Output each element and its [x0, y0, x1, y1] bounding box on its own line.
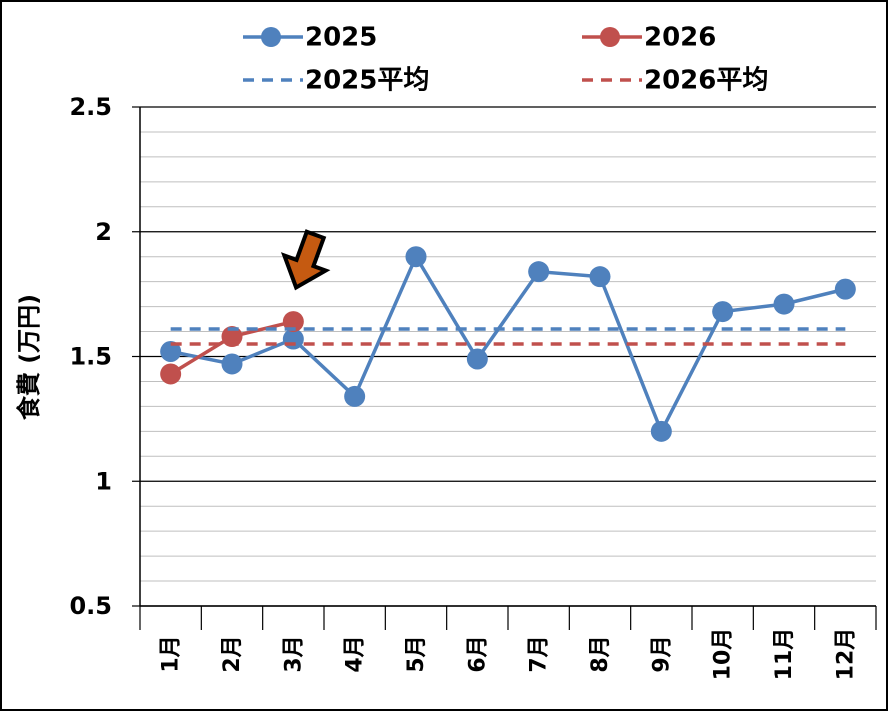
y-tick-label: 1.5: [69, 343, 112, 371]
x-tick-label: 12月: [833, 628, 858, 681]
data-point: [160, 363, 182, 385]
x-tick-label: 7月: [527, 635, 552, 672]
data-point: [221, 326, 243, 348]
x-tick-label: 11月: [772, 628, 797, 681]
x-tick-label: 2月: [220, 635, 245, 672]
y-axis-label: 食費 (万円): [15, 294, 43, 420]
data-point: [528, 261, 550, 283]
x-tick-label: 5月: [404, 635, 429, 672]
data-point: [466, 348, 488, 370]
y-tick-label: 0.5: [69, 592, 112, 620]
data-point: [834, 278, 856, 300]
x-tick-label: 9月: [649, 635, 674, 672]
data-point: [405, 246, 427, 268]
legend-label: 2026平均: [644, 66, 768, 96]
legend-label: 2025平均: [305, 66, 429, 96]
data-point: [160, 341, 182, 363]
x-tick-label: 1月: [159, 635, 184, 672]
legend-label: 2025: [305, 23, 377, 53]
data-point: [773, 293, 795, 315]
data-point: [221, 353, 243, 375]
data-point: [712, 301, 734, 323]
x-tick-label: 6月: [465, 635, 490, 672]
data-point: [344, 385, 366, 407]
legend-label: 2026: [644, 23, 716, 53]
y-tick-label: 2: [95, 218, 112, 246]
x-tick-label: 10月: [711, 628, 736, 681]
data-point: [650, 420, 672, 442]
x-tick-label: 8月: [588, 635, 613, 672]
annotation-arrow: [280, 229, 331, 291]
x-tick-label: 3月: [281, 635, 306, 672]
legend-marker: [600, 27, 620, 47]
data-point: [589, 266, 611, 288]
y-tick-label: 1: [95, 467, 112, 495]
y-tick-label: 2.5: [69, 93, 112, 121]
x-tick-label: 4月: [343, 635, 368, 672]
legend-marker: [261, 27, 281, 47]
data-point: [282, 311, 304, 333]
